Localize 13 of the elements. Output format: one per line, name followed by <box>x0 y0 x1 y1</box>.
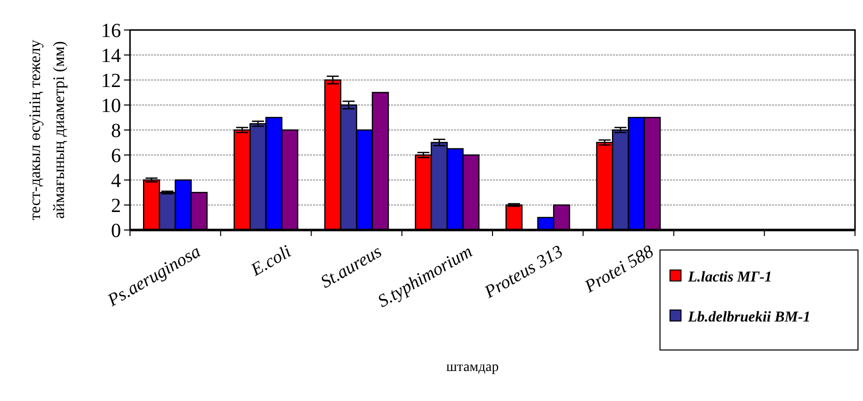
y-tick-label: 8 <box>111 120 121 142</box>
y-tick-label: 6 <box>111 145 121 167</box>
y-axis-title: тест-дакыл өсуінің тежелу аймағының диаметрі (мм) <box>27 40 68 220</box>
y-tick-label: 2 <box>111 195 121 217</box>
y-tick-label: 4 <box>111 170 121 192</box>
y-tick-label: 14 <box>101 45 121 67</box>
y-tick-label: 12 <box>101 70 121 92</box>
y-tick-label: 16 <box>101 20 121 42</box>
legend-label: L.lactis МГ-1 <box>687 269 772 286</box>
y-tick-label: 0 <box>111 220 121 242</box>
y-tick-label: 10 <box>101 95 121 117</box>
x-axis-title: штамдар <box>446 360 499 375</box>
legend-label: Lb.delbruekii ВМ-1 <box>687 309 810 326</box>
